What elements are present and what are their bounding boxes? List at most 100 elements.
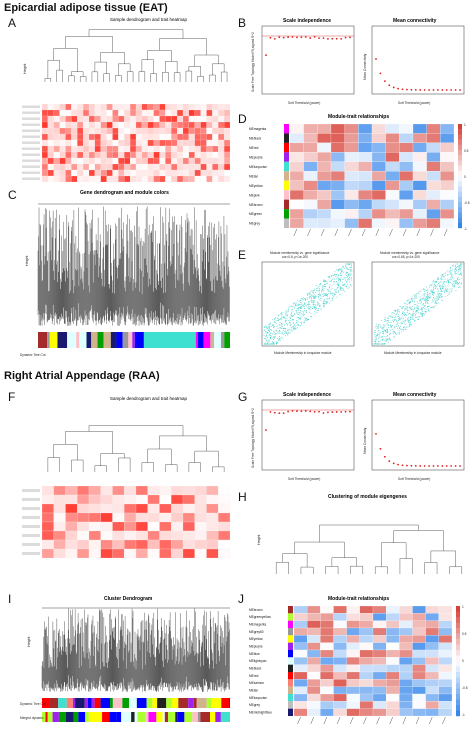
heatmap-cell (371, 190, 386, 200)
scatter-point (376, 325, 378, 327)
scatter-point (264, 325, 266, 327)
module-color-segment (103, 332, 111, 348)
heatmap-cell (399, 679, 413, 687)
scatter-point (268, 327, 270, 328)
scatter-point (349, 281, 351, 283)
scatter-point (448, 270, 450, 272)
heatmap-cell (194, 133, 201, 141)
dendrogram-branch (65, 36, 113, 53)
heatmap-cell (412, 671, 426, 680)
heatmap-cell (293, 693, 308, 702)
heatmap-cell (159, 530, 172, 541)
scatter-point (279, 322, 281, 323)
heatmap-cell (53, 512, 66, 523)
dendrogram-branch (300, 566, 314, 574)
scatter-point (310, 315, 312, 317)
scatter-point (393, 318, 395, 320)
panel-h-ylabel: Height (257, 535, 261, 545)
heatmap-cell (372, 664, 387, 673)
scatter-point (398, 316, 400, 317)
scatter-point (318, 286, 320, 288)
scatter-point (341, 271, 343, 273)
scatter-point (292, 314, 294, 316)
module-color-swatch (288, 650, 293, 658)
scatter-point (350, 270, 352, 272)
scatter-point (340, 289, 342, 291)
scatter-point (420, 313, 422, 315)
scatter-point (390, 339, 391, 341)
scatter-point (291, 329, 293, 331)
scatter-point (444, 278, 446, 280)
legend-swatch (458, 129, 462, 135)
heatmap-cell (426, 152, 441, 162)
heatmap-cell (224, 139, 231, 147)
scatter-point (296, 307, 298, 309)
heatmap-cell (88, 103, 95, 111)
heatmap-cell (41, 169, 48, 177)
scatter-point (409, 323, 411, 325)
scatter-point (378, 327, 379, 329)
heatmap-cell (399, 627, 413, 636)
heatmap-cell (65, 503, 78, 514)
heatmap-cell (112, 494, 125, 505)
scatter-point (419, 299, 420, 301)
scatter-point (390, 315, 391, 317)
scatter-point (461, 272, 463, 274)
fit-point (309, 410, 312, 413)
scatter-point (385, 318, 387, 320)
scatter-point (303, 320, 305, 322)
scatter-point (342, 290, 344, 291)
scatter-point (375, 343, 377, 345)
scatter-point (387, 317, 389, 319)
scatter-point (458, 264, 460, 266)
heatmap-cell (200, 127, 207, 135)
heatmap-cell (94, 115, 101, 123)
heatmap-cell (425, 686, 439, 695)
scatter-point (415, 310, 417, 312)
fit-point (318, 37, 320, 39)
heatmap-cell (438, 627, 453, 636)
heatmap-cell (118, 163, 125, 171)
scatter-point (412, 309, 414, 311)
module-color-swatch (288, 664, 293, 672)
scatter-point (279, 336, 281, 337)
module-row-label: MEblack (249, 137, 262, 141)
heatmap-cell (77, 169, 84, 177)
module-color-segment (146, 698, 153, 708)
heatmap-cell (147, 157, 154, 165)
scatter-point (315, 290, 317, 291)
heatmap-cell (359, 620, 374, 629)
heatmap-cell (65, 139, 72, 147)
scatter-point (317, 290, 319, 292)
heatmap-cell (206, 139, 213, 147)
heatmap-cell (124, 539, 137, 550)
scatter-point (297, 310, 299, 312)
scatter-point (342, 287, 344, 289)
scatter-point (440, 288, 441, 290)
scatter-point (380, 332, 382, 334)
scatter-point (409, 306, 411, 308)
scatter-point (286, 312, 288, 313)
scatter-point (287, 329, 289, 331)
module-color-swatch (284, 190, 289, 200)
scatter-point (381, 337, 383, 339)
heatmap-cell (100, 521, 113, 532)
scatter-point (338, 284, 340, 286)
heatmap-cell (224, 103, 231, 111)
scatter-point (281, 333, 283, 335)
scatter-point (317, 286, 319, 288)
scatter-point (319, 284, 321, 285)
heatmap-cell (153, 121, 160, 129)
dendrogram-branch (71, 71, 84, 77)
scatter-point (282, 312, 284, 314)
scatter-point (324, 295, 326, 297)
heatmap-cell (330, 123, 345, 134)
scatter-point (290, 326, 292, 328)
scatter-point (280, 312, 282, 314)
scatter-point (305, 311, 307, 313)
scatter-point (425, 298, 427, 299)
scatter-point (434, 297, 436, 299)
heatmap-cell (112, 530, 125, 541)
scatter-point (402, 308, 403, 310)
dendrogram-branch (282, 553, 308, 568)
